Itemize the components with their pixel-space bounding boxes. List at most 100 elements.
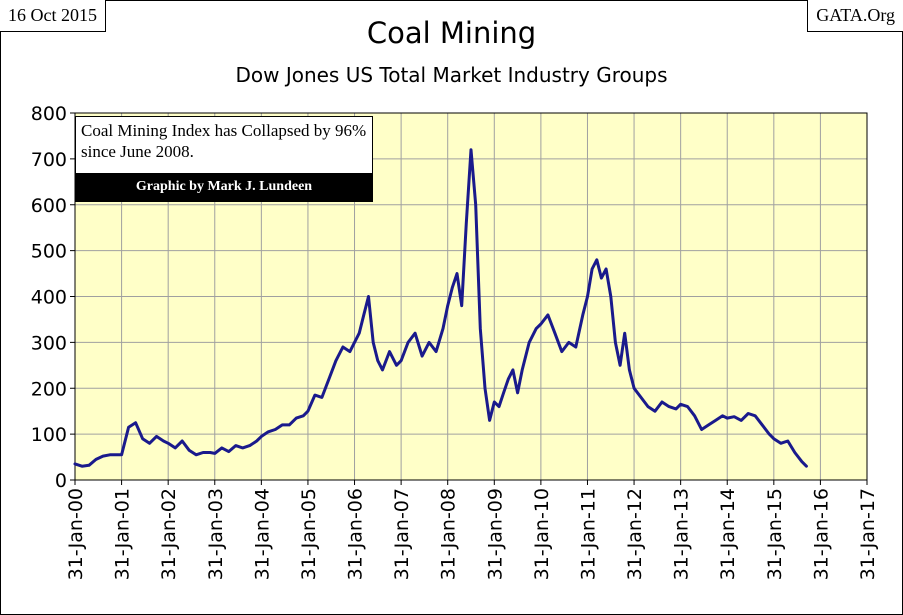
data-point — [321, 396, 323, 399]
data-point — [267, 431, 270, 433]
data-point — [493, 401, 496, 403]
data-point — [740, 419, 742, 422]
data-point — [421, 355, 423, 357]
credit-banner: Graphic by Mark J. Lundeen — [76, 173, 372, 201]
y-tick-label: 300 — [31, 332, 67, 354]
x-tick-label: 31-Jan-11 — [577, 488, 599, 580]
data-point — [349, 350, 351, 353]
x-tick-label: 31-Jan-13 — [671, 488, 693, 580]
data-point — [367, 295, 370, 298]
data-point — [474, 204, 477, 206]
y-tick-label: 700 — [31, 149, 67, 171]
data-point — [353, 341, 356, 344]
chart-subtitle: Dow Jones US Total Market Industry Group… — [235, 63, 668, 87]
y-tick-label: 0 — [55, 470, 67, 492]
data-point — [484, 387, 486, 390]
data-point — [675, 408, 677, 410]
data-point — [209, 451, 211, 454]
data-point — [314, 394, 316, 396]
y-tick-label: 100 — [31, 424, 67, 446]
data-point — [794, 451, 796, 454]
data-point — [623, 332, 626, 335]
data-point — [260, 435, 263, 438]
data-point — [342, 346, 344, 348]
data-point — [234, 444, 237, 447]
data-point — [801, 460, 803, 463]
data-point — [174, 447, 176, 449]
data-point — [721, 415, 724, 417]
data-point — [605, 268, 607, 270]
y-tick-label: 800 — [31, 103, 67, 125]
data-point — [195, 454, 197, 456]
data-point — [528, 341, 530, 344]
data-point — [148, 442, 151, 445]
x-tick-label: 31-Jan-03 — [205, 488, 227, 580]
data-point — [714, 419, 717, 422]
data-point — [747, 412, 749, 415]
y-tick-label: 600 — [31, 195, 67, 217]
data-point — [540, 323, 542, 325]
data-point — [214, 452, 216, 455]
data-point — [102, 455, 104, 457]
data-point — [726, 417, 728, 419]
data-point — [465, 222, 468, 224]
data-point — [134, 421, 137, 424]
data-point — [95, 458, 97, 461]
data-point — [693, 415, 696, 417]
x-tick-label: 31-Jan-07 — [391, 488, 413, 580]
x-tick-label: 31-Jan-06 — [345, 488, 367, 580]
annotation-text: Coal Mining Index has Collapsed by 96% s… — [81, 121, 367, 161]
data-point — [521, 369, 523, 371]
data-point — [575, 346, 577, 348]
data-point — [507, 378, 510, 380]
data-point — [255, 440, 258, 442]
data-point — [512, 369, 514, 371]
data-point — [610, 295, 612, 298]
data-point — [460, 304, 463, 307]
data-point — [202, 451, 204, 454]
data-point — [407, 341, 409, 344]
data-point — [498, 405, 500, 408]
data-point — [167, 442, 169, 445]
data-point — [281, 424, 284, 426]
x-tick-label: 31-Jan-05 — [298, 488, 320, 580]
data-point — [400, 359, 402, 362]
data-point — [248, 444, 251, 447]
data-point — [754, 415, 756, 417]
data-point — [428, 341, 430, 344]
data-point — [116, 454, 118, 456]
x-tick-label: 31-Jan-01 — [112, 488, 134, 580]
data-point — [700, 428, 703, 431]
data-point — [241, 447, 244, 449]
data-point — [640, 396, 642, 399]
data-point — [600, 277, 603, 279]
annotation-box: Coal Mining Index has Collapsed by 96% s… — [75, 116, 373, 202]
data-point — [127, 426, 130, 429]
x-tick-label: 31-Jan-16 — [810, 488, 832, 580]
x-tick-label: 31-Jan-09 — [484, 488, 506, 580]
x-tick-label: 31-Jan-12 — [624, 488, 646, 580]
y-tick-label: 200 — [31, 378, 67, 400]
x-tick-label: 31-Jan-10 — [531, 488, 553, 580]
data-point — [395, 364, 398, 367]
data-point — [227, 450, 230, 453]
data-point — [780, 442, 782, 445]
data-point — [358, 332, 361, 335]
data-point — [733, 415, 735, 418]
data-point — [335, 359, 337, 362]
data-point — [446, 304, 449, 307]
chart-title: Coal Mining — [366, 16, 537, 50]
data-point — [328, 378, 330, 380]
data-point — [162, 440, 165, 442]
data-point — [479, 327, 482, 330]
data-point — [768, 433, 770, 435]
data-point — [633, 387, 635, 390]
data-point — [141, 437, 144, 440]
data-point — [516, 392, 519, 394]
data-point — [109, 454, 111, 456]
data-point — [787, 440, 789, 442]
data-point — [181, 440, 183, 442]
data-point — [274, 428, 277, 431]
data-point — [456, 272, 458, 275]
